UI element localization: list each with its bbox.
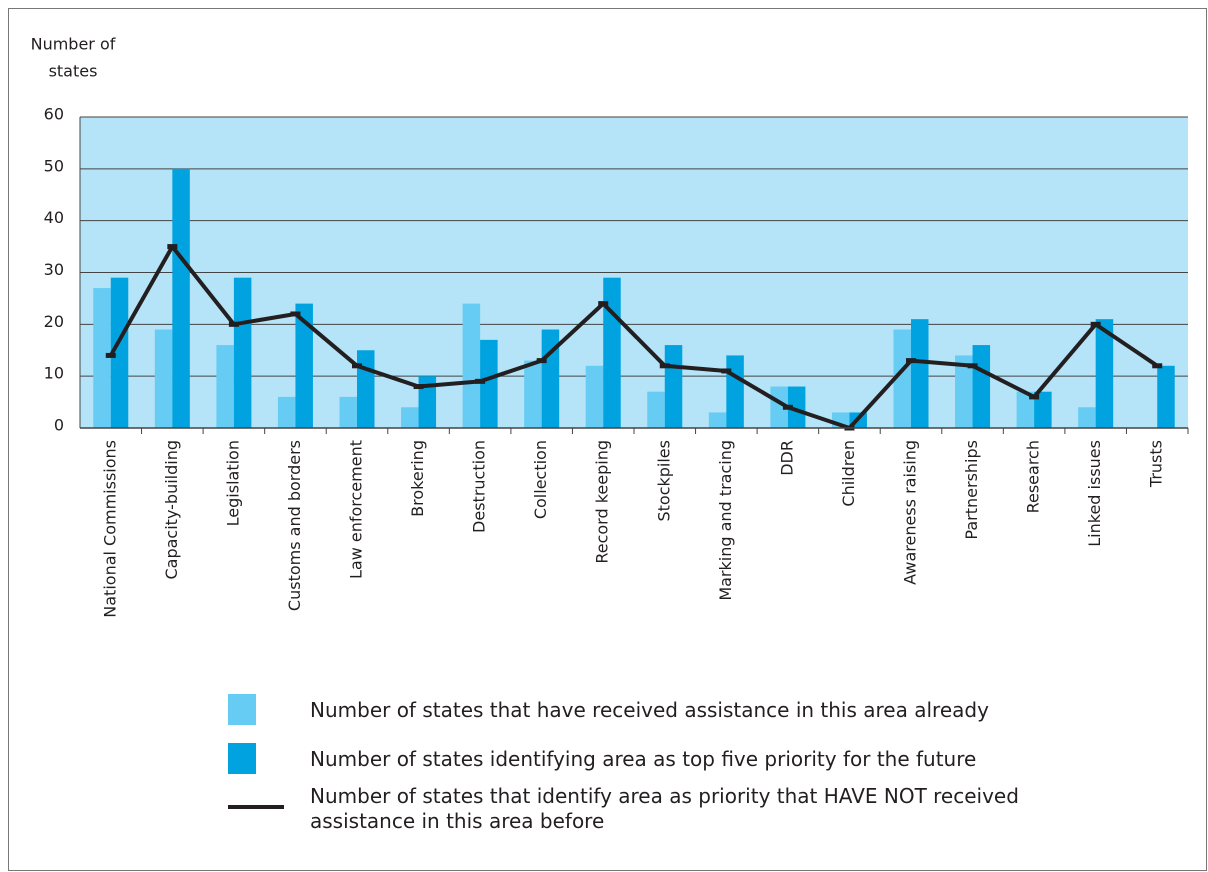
- y-tick-label: 50: [44, 156, 64, 175]
- x-tick-label: Capacity-building: [162, 440, 181, 580]
- legend-label: Number of states that identify area as p…: [310, 784, 1019, 833]
- bar: [787, 386, 806, 428]
- legend-item: Number of states that identify area as p…: [228, 784, 1128, 833]
- bar: [233, 277, 252, 428]
- x-tick-label: Destruction: [470, 440, 489, 533]
- y-tick-label: 40: [44, 208, 64, 227]
- bar: [770, 386, 788, 428]
- x-tick-label: Record keeping: [593, 440, 612, 564]
- bar: [480, 339, 498, 428]
- bar: [172, 168, 190, 429]
- bar: [585, 365, 604, 428]
- legend-label: Number of states identifying area as top…: [310, 747, 977, 771]
- y-axis-label: Number of: [31, 35, 116, 54]
- x-tick-label: Law enforcement: [347, 440, 366, 579]
- legend-item: Number of states that have received assi…: [228, 694, 1128, 725]
- bar: [1016, 391, 1035, 428]
- y-tick-label: 60: [44, 105, 64, 124]
- bar: [708, 412, 727, 428]
- x-tick-label: Partnerships: [962, 440, 981, 540]
- legend-label: Number of states that have received assi…: [310, 698, 989, 722]
- legend-item: Number of states identifying area as top…: [228, 743, 1128, 774]
- bar: [893, 329, 911, 428]
- bar: [726, 355, 744, 428]
- bar: [93, 288, 111, 428]
- y-tick-label: 10: [44, 364, 64, 383]
- bar: [357, 350, 375, 428]
- x-tick-label: Marking and tracing: [716, 440, 735, 601]
- bar: [911, 319, 929, 428]
- bar: [277, 396, 296, 428]
- x-tick-label: DDR: [777, 440, 796, 476]
- x-tick-label: Linked issues: [1085, 440, 1104, 547]
- bar: [154, 329, 173, 428]
- bar: [972, 345, 991, 428]
- frame: [8, 8, 1207, 871]
- x-tick-label: Legislation: [223, 440, 242, 526]
- bar: [401, 407, 419, 428]
- bar: [664, 345, 683, 428]
- bar: [1157, 365, 1175, 428]
- bar: [603, 277, 621, 428]
- legend: Number of states that have received assi…: [228, 694, 1128, 833]
- bar: [955, 355, 973, 428]
- bar: [295, 303, 313, 428]
- bar: [524, 360, 542, 428]
- legend-swatch: [228, 694, 256, 725]
- legend-swatch: [228, 743, 256, 774]
- bar: [110, 277, 129, 428]
- line: [109, 244, 1159, 430]
- legend-swatch: [228, 805, 284, 809]
- bar: [1034, 391, 1052, 428]
- y-tick-label: 30: [44, 260, 64, 279]
- x-tick-label: Research: [1024, 440, 1043, 513]
- bar: [462, 303, 481, 428]
- x-tick-label: Collection: [531, 440, 550, 519]
- x-tick-label: Brokering: [408, 440, 427, 517]
- bar: [1095, 319, 1114, 428]
- y-tick-label: 0: [54, 416, 64, 435]
- x-tick-label: Stockpiles: [654, 440, 673, 522]
- bar: [647, 391, 665, 428]
- x-tick-label: Customs and borders: [285, 440, 304, 611]
- bar: [418, 376, 437, 428]
- x-tick-label: Children: [839, 440, 858, 507]
- x-tick-label: Awareness raising: [901, 440, 920, 585]
- bar: [1078, 407, 1096, 428]
- y-axis-label: states: [49, 62, 98, 81]
- bar: [339, 396, 357, 428]
- bar: [216, 345, 234, 428]
- y-tick-label: 20: [44, 312, 64, 331]
- x-tick-label: Trusts: [1147, 440, 1166, 488]
- x-tick-label: National Commissions: [100, 440, 119, 618]
